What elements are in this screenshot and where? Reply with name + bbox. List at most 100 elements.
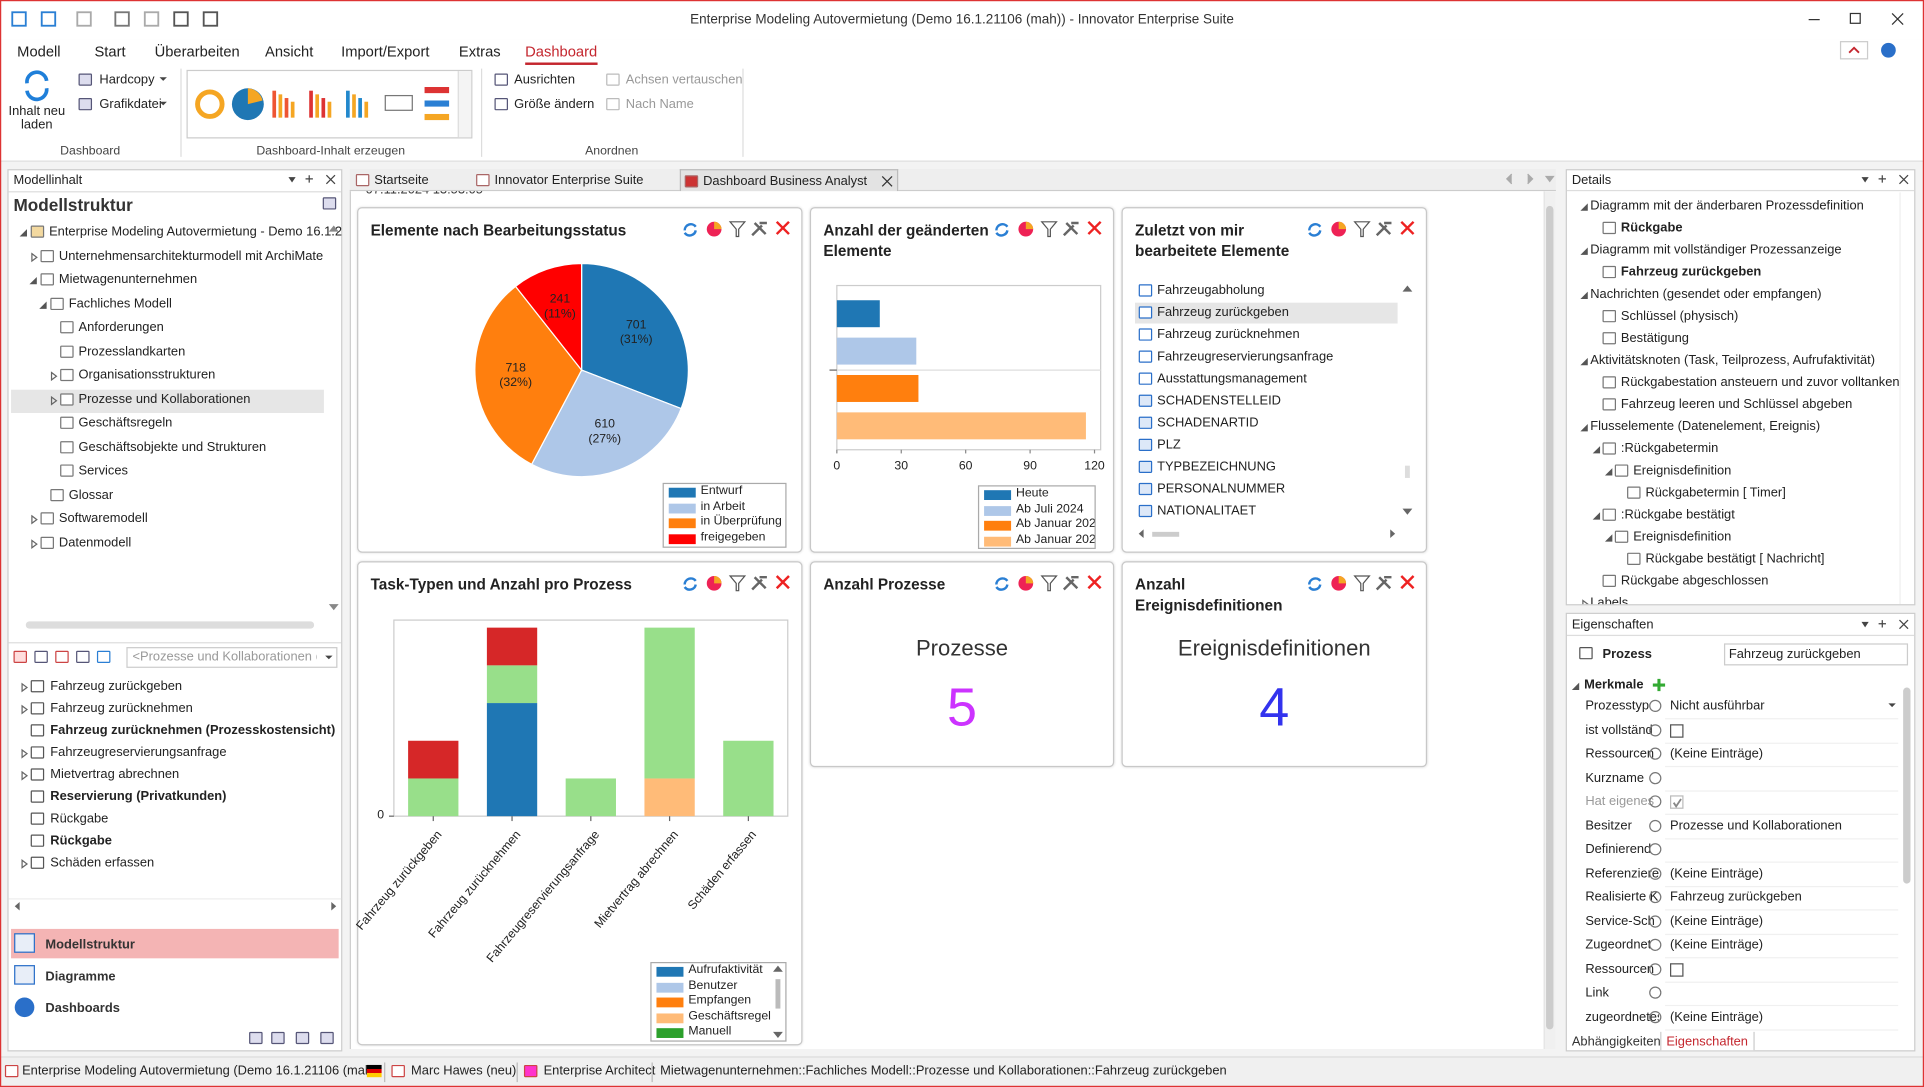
- icon: [1602, 574, 1617, 588]
- icon-layer[interactable]: [1306, 219, 1419, 239]
- icon: [1602, 398, 1617, 411]
- tree-item[interactable]: Enterprise Modeling Autovermietung - Dem…: [49, 224, 342, 239]
- recent-item[interactable]: Fahrzeugabholung: [1157, 283, 1265, 298]
- ribbon-button[interactable]: Ausrichten: [514, 72, 576, 88]
- ribbon-tab[interactable]: Ansicht: [265, 42, 314, 61]
- icon-layer[interactable]: [681, 574, 794, 594]
- tree-item[interactable]: Labels: [1590, 595, 1629, 606]
- legend-label: Entwurf: [700, 484, 743, 498]
- icon-layer: [1592, 512, 1601, 520]
- ribbon-button[interactable]: Größe ändern: [514, 96, 595, 112]
- tree-item[interactable]: Nachrichten (gesendet oder empfangen): [1590, 286, 1822, 302]
- process-item[interactable]: Fahrzeugreservierungsanfrage: [50, 745, 227, 760]
- expand-arrow: [50, 371, 58, 382]
- process-item[interactable]: Fahrzeug zurücknehmen (Prozesskostensich…: [50, 723, 336, 738]
- document-tab[interactable]: Dashboard Business Analyst: [679, 169, 899, 192]
- panel-tab[interactable]: Abhängigkeiten: [1571, 1034, 1661, 1050]
- icon-layer[interactable]: [681, 219, 794, 239]
- tree-item[interactable]: Fahrzeug leeren und Schlüssel abgeben: [1620, 397, 1853, 412]
- tree-item[interactable]: Geschäftsobjekte und Strukturen: [78, 439, 267, 455]
- recent-item[interactable]: TYPBEZEICHNUNG: [1157, 459, 1276, 475]
- tree-item[interactable]: Prozesslandkarten: [78, 343, 186, 359]
- document-tab[interactable]: Innovator Enterprise Suite: [472, 169, 674, 191]
- document-tab[interactable]: Startseite: [352, 169, 469, 191]
- tree-item[interactable]: Diagramm mit vollständiger Prozessanzeig…: [1590, 242, 1842, 258]
- tree-item[interactable]: Flusselemente (Datenelement, Ereignis): [1590, 419, 1821, 434]
- tree-item[interactable]: Fahrzeug zurückgeben: [1620, 264, 1762, 280]
- tree-item[interactable]: Rückgabe abgeschlossen: [1620, 573, 1769, 589]
- recent-item[interactable]: PERSONALNUMMER: [1157, 481, 1286, 497]
- process-item[interactable]: Fahrzeug zurückgeben: [50, 678, 183, 694]
- legend-label: Benutzer: [688, 978, 738, 993]
- tree-item[interactable]: Geschäftsregeln: [78, 415, 173, 431]
- nav-item[interactable]: Diagramme: [45, 969, 116, 985]
- process-item[interactable]: Fahrzeug zurücknehmen: [50, 700, 193, 716]
- tree-item[interactable]: Datenmodell: [58, 534, 132, 550]
- ribbon-button[interactable]: Inhalt neu laden: [8, 104, 66, 133]
- ribbon-button[interactable]: Hardcopy: [99, 72, 155, 88]
- icon: [1138, 504, 1153, 518]
- ribbon-separator: [480, 68, 483, 157]
- tree-item[interactable]: Rückgabetermin [ Timer]: [1645, 485, 1786, 500]
- gallery-bar: [272, 90, 277, 118]
- process-item[interactable]: Reservierung (Privatkunden): [50, 789, 227, 804]
- tree-item[interactable]: :Rückgabe bestätigt: [1620, 507, 1735, 523]
- tree-item[interactable]: Prozesse und Kollaborationen: [78, 391, 251, 407]
- ribbon-separator: [180, 68, 182, 157]
- recent-item[interactable]: Fahrzeug zurückgeben: [1157, 305, 1289, 320]
- tree-item[interactable]: Mietwagenunternehmen: [58, 272, 198, 287]
- ribbon-tab[interactable]: Überarbeiten: [154, 42, 240, 61]
- nav-item[interactable]: Dashboards: [45, 1001, 120, 1016]
- tree-item[interactable]: Softwaremodell: [58, 511, 148, 526]
- tree-item[interactable]: Unternehmensarchitekturmodell mit ArchiM…: [58, 248, 324, 263]
- recent-item[interactable]: Fahrzeugreservierungsanfrage: [1157, 349, 1334, 364]
- document-tab-label[interactable]: Startseite: [374, 172, 429, 188]
- recent-item[interactable]: NATIONALITAET: [1157, 503, 1257, 519]
- widget-close: [775, 220, 790, 235]
- process-item[interactable]: Mietvertrag abrechnen: [50, 767, 180, 782]
- tree-item[interactable]: Anforderungen: [78, 319, 164, 335]
- property-label: Realisierte K: [1585, 889, 1659, 905]
- ribbon-tab[interactable]: Dashboard: [525, 43, 598, 65]
- icon: [249, 1031, 263, 1045]
- icon-layer: [1649, 986, 1662, 999]
- tree-item[interactable]: Organisationsstrukturen: [78, 367, 216, 383]
- document-tab-label[interactable]: Dashboard Business Analyst: [703, 174, 868, 189]
- ribbon-button[interactable]: Grafikdatei: [99, 96, 162, 112]
- tree-item[interactable]: Diagramm mit der änderbaren Prozessdefin…: [1590, 198, 1864, 214]
- tree-item[interactable]: Rückgabe bestätigt [ Nachricht]: [1645, 551, 1825, 567]
- icon-layer[interactable]: [993, 219, 1106, 239]
- ribbon-tab[interactable]: Import/Export: [341, 42, 430, 61]
- recent-item[interactable]: PLZ: [1157, 437, 1181, 453]
- tree-item[interactable]: Glossar: [68, 487, 114, 502]
- ribbon-tab[interactable]: Start: [94, 42, 126, 61]
- icon: [30, 768, 45, 781]
- tree-item[interactable]: Bestätigung: [1620, 330, 1689, 346]
- recent-item[interactable]: Ausstattungsmanagement: [1157, 371, 1307, 387]
- panel-tab[interactable]: Eigenschaften: [1660, 1031, 1755, 1051]
- recent-item[interactable]: Fahrzeug zurücknehmen: [1157, 327, 1300, 342]
- tree-item[interactable]: Ereignisdefinition: [1633, 463, 1732, 478]
- tree-item[interactable]: Schlüssel (physisch): [1620, 308, 1739, 324]
- document-tab-label[interactable]: Innovator Enterprise Suite: [494, 172, 644, 188]
- icon-layer[interactable]: [993, 574, 1106, 594]
- tree-item[interactable]: :Rückgabetermin: [1620, 441, 1719, 456]
- recent-item[interactable]: SCHADENSTELLEID: [1157, 393, 1281, 409]
- gallery-ring: [195, 89, 225, 119]
- process-item[interactable]: Rückgabe: [50, 833, 112, 849]
- icon-layer[interactable]: [1306, 574, 1419, 594]
- tree-item[interactable]: Rückgabe: [1620, 220, 1683, 236]
- ribbon-tab[interactable]: Extras: [458, 42, 501, 61]
- nav-item[interactable]: Modellstruktur: [45, 937, 135, 953]
- tree-item[interactable]: Services: [78, 463, 128, 478]
- tree-item[interactable]: Rückgabestation ansteuern und zuvor voll…: [1620, 374, 1900, 390]
- collapse-arrow: [19, 229, 27, 237]
- tree-item[interactable]: Aktivitätsknoten (Task, Teilprozess, Auf…: [1590, 352, 1876, 368]
- tree-item[interactable]: Fachliches Modell: [68, 295, 172, 311]
- tree-item[interactable]: Ereignisdefinition: [1633, 529, 1732, 545]
- process-item[interactable]: Rückgabe: [50, 811, 109, 826]
- recent-item[interactable]: SCHADENARTID: [1157, 415, 1259, 431]
- process-item[interactable]: Schäden erfassen: [50, 855, 155, 871]
- icon-layer: [21, 748, 29, 759]
- ribbon-tab[interactable]: Modell: [17, 42, 61, 61]
